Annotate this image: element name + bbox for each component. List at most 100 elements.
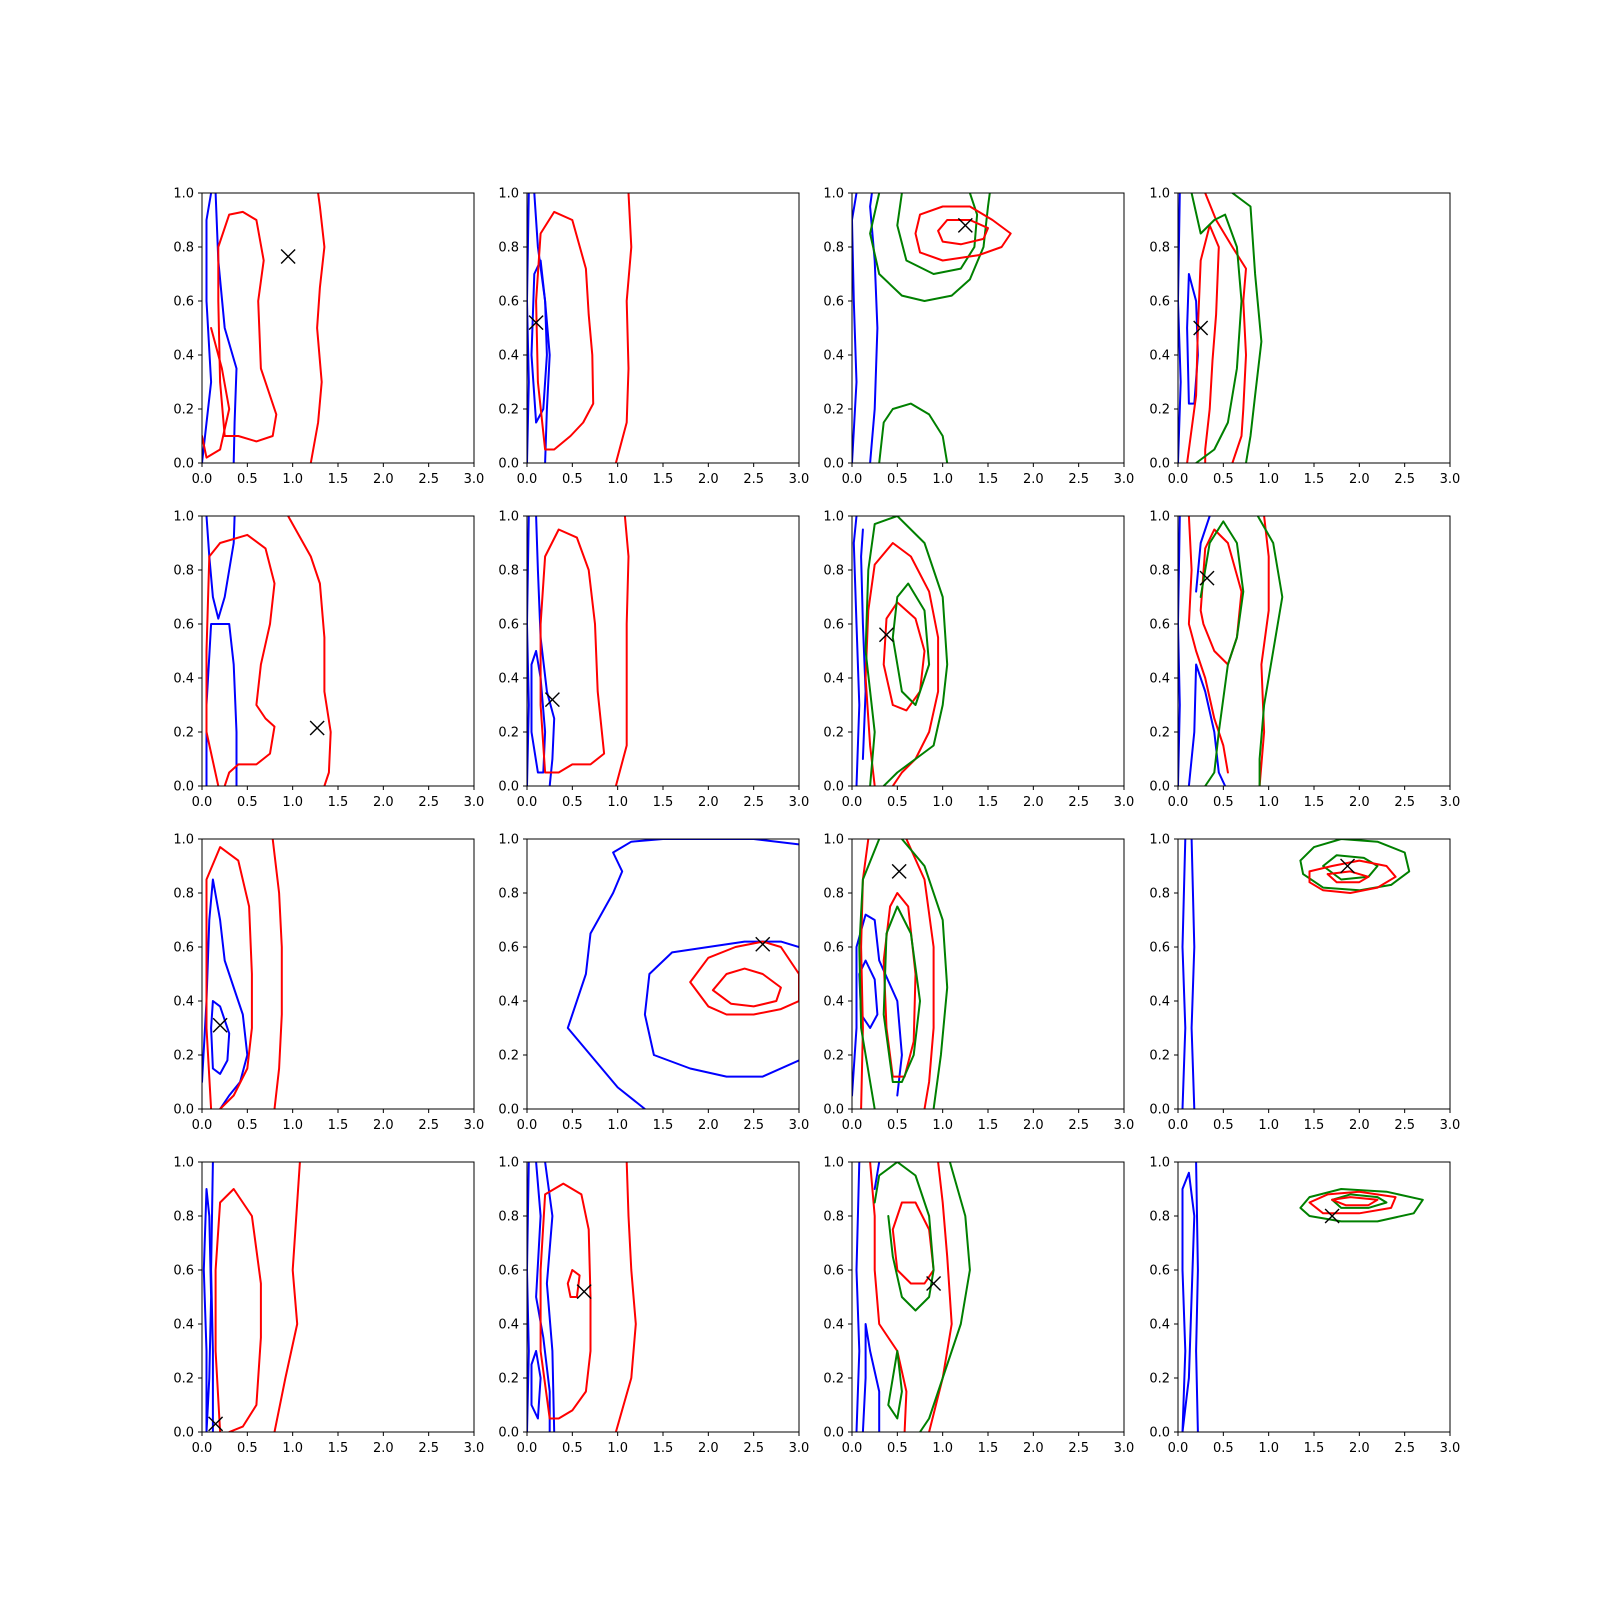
x-tick-label: 0.0 [842,472,863,487]
contour-red-4 [273,1162,301,1432]
x-marker [544,692,560,708]
y-tick-label: 1.0 [498,1156,519,1171]
y-tick-label: 1.0 [1149,510,1170,525]
x-tick-label: 0.0 [192,1118,213,1133]
y-tick-label: 0.2 [498,403,519,418]
y-tick-label: 0.6 [173,1264,194,1279]
subplot-2-4: 0.0 0.5 1.0 1.5 2.0 2.5 3.0 0.0 0.2 0.4 0.6 0.8 1.0 [1149,510,1460,811]
contour-red-4 [711,967,782,1008]
axes-frame [526,838,800,1110]
x-tick-label: 0.0 [842,1118,863,1133]
contour-blue-1 [566,839,799,1109]
x-tick-label: 3.0 [464,1441,485,1456]
x-tick-label: 0.0 [1168,1118,1189,1133]
x-tick-label: 0.0 [517,472,538,487]
y-tick-label: 0.2 [823,403,844,418]
x-tick-label: 2.5 [743,795,764,810]
y-tick-label: 0.4 [823,995,844,1010]
x-tick-label: 2.0 [373,1118,394,1133]
y-tick-label: 0.6 [498,941,519,956]
contour-blue-2 [533,193,551,463]
contour-red-4 [1204,193,1247,463]
y-tick-label: 0.8 [173,887,194,902]
x-tick-label: 2.0 [373,1441,394,1456]
x-marker-stroke [1340,858,1356,874]
contour-blue-1 [527,516,530,786]
axes-frame [851,1161,1125,1433]
x-tick-label: 1.5 [653,472,674,487]
x-tick-label: 1.0 [1258,795,1279,810]
y-tick-label: 0.4 [173,1318,194,1333]
y-tick-label: 0.2 [173,403,194,418]
subplot-3-2: 0.0 0.5 1.0 1.5 2.0 2.5 3.0 0.0 0.2 0.4 0.6 0.8 1.0 [498,833,809,1134]
contour-green-3 [1299,839,1411,892]
x-marker [1324,1208,1340,1224]
y-tick-label: 1.0 [498,510,519,525]
y-tick-label: 0.4 [498,672,519,687]
contour-blue-3 [530,259,548,424]
contour-blue-1 [202,193,213,463]
plot-area [852,516,949,786]
x-tick-label: 2.0 [1023,795,1044,810]
y-tick-label: 0.4 [823,1318,844,1333]
x-marker [755,936,771,952]
y-tick-label: 0.4 [823,349,844,364]
x-tick-label: 1.5 [328,795,349,810]
y-tick-label: 0.2 [173,1049,194,1064]
contour-red-5 [539,1182,592,1420]
y-tick-label: 0.4 [1149,672,1170,687]
contour-blue-1 [1178,516,1181,786]
x-tick-label: 2.0 [698,795,719,810]
contour-green-8 [882,905,921,1083]
y-tick-label: 0.2 [173,726,194,741]
contour-red-6 [1258,516,1270,786]
x-tick-label: 3.0 [789,1441,810,1456]
contour-red-5 [202,327,231,459]
x-tick-label: 1.5 [653,1441,674,1456]
axes-frame [201,515,475,787]
subplot-2-1: 0.0 0.5 1.0 1.5 2.0 2.5 3.0 0.0 0.2 0.4 0.6 0.8 1.0 [173,510,484,811]
contour-red-3 [860,839,870,1109]
contour-red-6 [1326,870,1370,884]
axes-frame [1177,515,1451,787]
contour-green-3 [1299,1188,1424,1223]
axes-frame [851,515,1125,787]
x-tick-label: 2.0 [1023,472,1044,487]
contour-blue-2 [1195,1162,1199,1432]
subplot-1-2: 0.0 0.5 1.0 1.5 2.0 2.5 3.0 0.0 0.2 0.4 0.6 0.8 1.0 [498,187,809,488]
x-tick-label: 2.0 [1023,1441,1044,1456]
plot-area [855,1162,971,1432]
x-marker [957,217,973,233]
y-tick-label: 0.0 [823,457,844,472]
x-marker-stroke [926,1276,942,1291]
x-tick-label: 0.5 [887,1441,908,1456]
x-marker [1199,570,1215,586]
x-tick-label: 1.5 [328,1118,349,1133]
subplot-4-3: 0.0 0.5 1.0 1.5 2.0 2.5 3.0 0.0 0.2 0.4 0.6 0.8 1.0 [823,1156,1134,1457]
y-tick-label: 0.2 [823,726,844,741]
y-tick-label: 0.0 [823,1103,844,1118]
contour-red-7 [614,1162,637,1432]
y-tick-label: 0.6 [1149,618,1170,633]
x-marker-stroke [208,1416,224,1432]
plot-area [1178,193,1263,463]
x-marker-stroke [957,217,973,233]
x-tick-label: 1.5 [1304,1118,1325,1133]
x-tick-label: 2.5 [1394,795,1415,810]
y-tick-label: 0.4 [1149,349,1170,364]
axes-frame [526,515,800,787]
contour-green-8 [919,1162,971,1432]
x-tick-label: 3.0 [1440,795,1461,810]
x-marker-stroke [878,627,894,643]
x-tick-label: 2.5 [1394,1118,1415,1133]
x-tick-label: 1.0 [282,795,303,810]
x-tick-label: 0.0 [1168,1441,1189,1456]
y-tick-label: 0.0 [173,1426,194,1441]
x-tick-label: 0.0 [192,472,213,487]
x-tick-label: 0.0 [517,1441,538,1456]
contour-blue-1 [1181,839,1187,1109]
y-tick-label: 0.8 [173,1210,194,1225]
y-tick-label: 1.0 [498,833,519,848]
plot-area [205,516,332,786]
